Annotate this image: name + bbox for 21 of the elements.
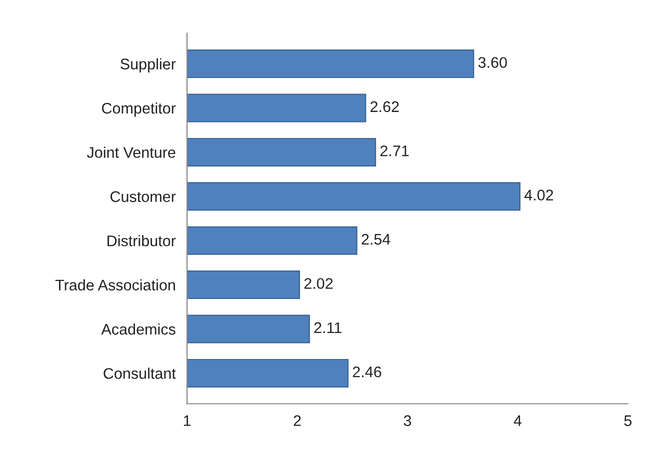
data-label: 3.60 [478, 57, 507, 68]
y-tick-label: Consultant [104, 368, 176, 379]
y-tick-label: Trade Association [55, 279, 175, 290]
x-tick-label: 2 [294, 415, 301, 426]
x-tick-label: 4 [514, 415, 522, 426]
data-label: 4.02 [524, 190, 554, 200]
data-label: 2.71 [380, 145, 409, 156]
data-label: 2.46 [352, 366, 382, 378]
data-label: 2.11 [314, 322, 342, 333]
data-label: 2.62 [370, 101, 399, 112]
y-tick-label: Academics [101, 323, 176, 335]
y-tick-label: Supplier [120, 58, 176, 72]
y-tick-label: Customer [110, 191, 176, 202]
x-tick-label: 5 [624, 415, 632, 426]
data-label: 2.02 [304, 278, 333, 289]
x-tick-label: 3 [404, 415, 412, 426]
data-label: 2.54 [362, 234, 390, 245]
y-tick-label: Distributor [108, 235, 176, 246]
y-tick-label: Joint Venture [86, 146, 176, 158]
y-tick-label: Competitor [102, 102, 176, 117]
x-tick-label: 1 [184, 415, 191, 426]
